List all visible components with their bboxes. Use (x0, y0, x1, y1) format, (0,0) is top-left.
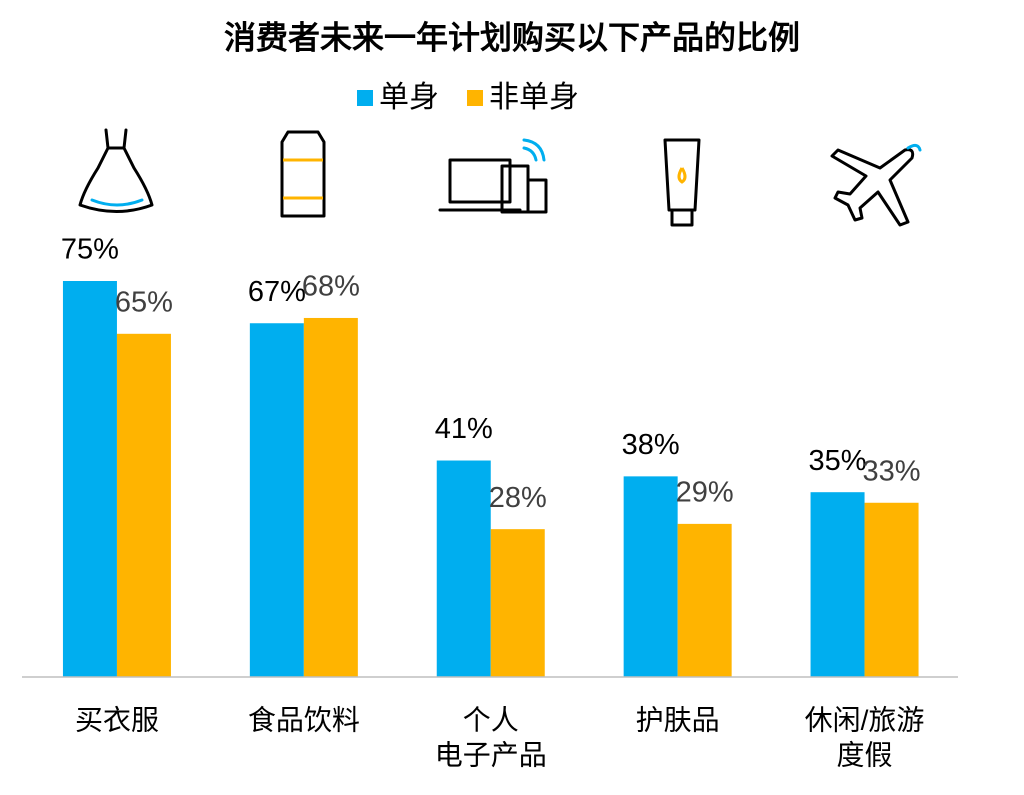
bar (623, 476, 678, 677)
bar (249, 323, 304, 677)
bar (62, 281, 117, 677)
value-label: 41% (435, 413, 493, 445)
devices-icon (438, 138, 548, 214)
value-label: 38% (622, 429, 680, 461)
value-label: 28% (489, 482, 547, 514)
x-tick-label: 护肤品 (636, 704, 720, 735)
plane-icon (830, 143, 922, 227)
bar (490, 529, 545, 677)
bar (436, 460, 491, 677)
value-label: 33% (863, 455, 921, 487)
value-label: 29% (676, 477, 734, 509)
bar (677, 523, 732, 677)
chart-title: 消费者未来一年计划购买以下产品的比例 (224, 19, 800, 55)
x-tick-label: 买衣服 (75, 704, 159, 735)
value-label: 75% (61, 234, 119, 266)
x-tick-label: 度假 (837, 739, 893, 770)
legend-swatch (357, 90, 373, 106)
value-label: 65% (115, 286, 173, 318)
value-label: 68% (302, 271, 360, 303)
x-tick-label: 休闲/旅游 (805, 704, 925, 735)
bar (116, 333, 171, 677)
dress-icon (78, 128, 154, 213)
can-icon (280, 130, 326, 218)
value-label: 67% (248, 276, 306, 308)
bar (810, 492, 865, 677)
bar (864, 502, 919, 677)
tube-icon (663, 138, 701, 227)
legend-swatch (467, 90, 483, 106)
legend-label: 单身 (379, 81, 439, 114)
icons (78, 128, 922, 227)
x-tick-label: 电子产品 (435, 739, 547, 770)
x-tick-label: 个人 (463, 704, 519, 735)
bar (303, 317, 358, 677)
value-label: 35% (809, 445, 867, 477)
x-tick-label: 食品饮料 (248, 704, 360, 735)
legend-label: 非单身 (489, 81, 579, 114)
